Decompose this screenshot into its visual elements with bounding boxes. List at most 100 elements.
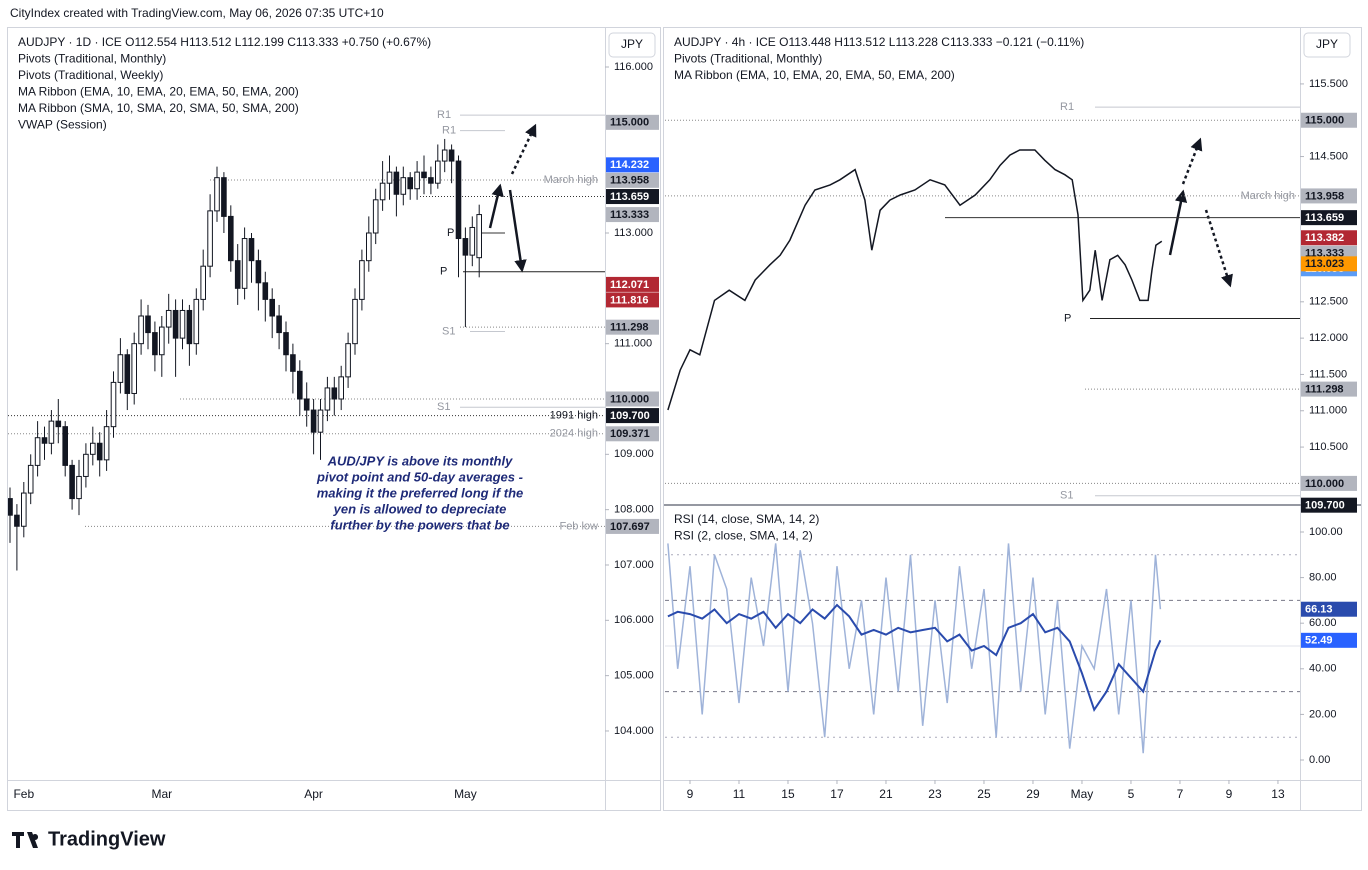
currency: JPY — [621, 37, 643, 51]
arrows — [488, 123, 1233, 288]
price-label-box — [606, 292, 659, 308]
candle-body — [159, 326, 165, 356]
price-label-box — [1301, 475, 1357, 491]
price-label-box — [1301, 230, 1357, 246]
price-label-box — [606, 276, 659, 292]
candle-body — [276, 315, 282, 334]
candle-body — [207, 210, 213, 267]
legend-item: VWAP (Session) — [18, 118, 107, 132]
candle-body — [76, 475, 82, 500]
x-tick-label: 13 — [1271, 787, 1285, 801]
candle-body — [69, 464, 75, 500]
candle-body — [441, 149, 448, 162]
candle-body — [14, 514, 20, 527]
candle-body — [290, 354, 296, 372]
price-label-box — [606, 114, 659, 130]
x-tick-label: 11 — [733, 787, 746, 801]
candle-body — [21, 492, 27, 527]
line-series — [667, 543, 1162, 754]
candle-body — [262, 282, 269, 300]
price-axis: 100.00 80.00 60.00 40.00 20.00 0.00 66.13 52.49 — [1300, 526, 1357, 766]
price-label-box — [606, 189, 659, 205]
candle-body — [214, 177, 220, 212]
x-tick-label: Mar — [151, 787, 172, 801]
candle-body — [338, 376, 344, 400]
candle-body — [310, 409, 317, 433]
y-tick-label: 105.000 — [614, 670, 654, 682]
annotation: AUD/JPY is above its monthly — [327, 453, 513, 468]
price-label-box — [606, 207, 659, 223]
arrow — [1168, 189, 1188, 256]
candle-body — [90, 442, 96, 455]
legend-item: RSI (2, close, SMA, 14, 2) — [674, 529, 813, 543]
price-label: 112.071 — [610, 279, 649, 291]
x-tick-label: 5 — [1128, 787, 1135, 801]
plot-area — [665, 106, 1300, 497]
level-label: R1 — [442, 125, 456, 137]
candle-body — [96, 442, 103, 461]
price-label: 113.659 — [1305, 212, 1344, 224]
candle-body — [186, 309, 193, 345]
legend-item: AUDJPY · 1D · ICE O112.554 H113.512 L112… — [18, 35, 431, 49]
level-label: March high — [1241, 190, 1295, 202]
y-tick-label: 113.000 — [614, 227, 653, 239]
candle-body — [228, 215, 234, 262]
candle-body — [234, 260, 241, 289]
y-tick-label: 114.500 — [1309, 150, 1348, 162]
currency: JPY — [1316, 37, 1338, 51]
price-label: 109.700 — [610, 410, 650, 422]
x-tick-label: 21 — [879, 787, 893, 801]
legend-item: Pivots (Traditional, Weekly) — [18, 68, 163, 82]
candle-body — [345, 343, 351, 378]
candle-body — [435, 160, 441, 184]
candle-body — [372, 199, 379, 234]
arrow — [510, 123, 537, 175]
price-label: 115.000 — [610, 117, 649, 129]
level-label: R1 — [437, 109, 451, 121]
candle-body — [414, 171, 420, 190]
legend-item: Pivots (Traditional, Monthly) — [18, 52, 166, 66]
level-label: P — [440, 266, 447, 278]
price-label: 113.659 — [610, 191, 649, 203]
arrow — [1181, 137, 1203, 185]
candle-body — [386, 171, 393, 184]
level-label: 2024 high — [550, 428, 598, 440]
candle-body — [297, 370, 303, 400]
candle-body — [165, 309, 172, 328]
currency-box[interactable] — [608, 32, 656, 58]
candle-body — [34, 437, 41, 466]
legend-item: RSI (14, close, SMA, 14, 2) — [674, 512, 819, 526]
level-label: P — [1064, 312, 1071, 324]
y-tick-label: 111.000 — [1309, 405, 1347, 417]
price-label: 113.958 — [1305, 190, 1344, 202]
x-tick-label: 17 — [830, 787, 844, 801]
level-label: S1 — [1060, 490, 1073, 502]
currency-box[interactable] — [1303, 32, 1351, 58]
level-label: Feb low — [559, 520, 598, 532]
candle-body — [379, 182, 386, 201]
annotation: yen is allowed to depreciate — [333, 501, 507, 516]
y-tick-label: 20.00 — [1309, 708, 1337, 720]
y-tick-label: 80.00 — [1309, 571, 1337, 583]
y-tick-label: 115.500 — [1309, 78, 1348, 90]
candle-body — [393, 171, 400, 195]
y-tick-label: 106.000 — [614, 614, 654, 626]
candle-body — [317, 409, 324, 433]
price-label: 52.49 — [1305, 635, 1333, 647]
y-tick-label: 104.000 — [614, 725, 654, 737]
footer-logo: TradingView — [48, 828, 166, 850]
price-label-box — [606, 408, 659, 424]
x-tick-label: May — [454, 787, 477, 801]
level-label: 1991 high — [550, 409, 598, 421]
price-label-box — [1301, 112, 1357, 128]
price-label: 66.13 — [1305, 604, 1333, 616]
candle-body — [124, 354, 131, 394]
candle-body — [421, 171, 427, 179]
price-label: 110.000 — [610, 393, 649, 405]
y-tick-label: 110.500 — [1309, 441, 1348, 453]
candle-body — [179, 309, 186, 339]
legend-item: MA Ribbon (EMA, 10, EMA, 20, EMA, 50, EM… — [18, 85, 299, 99]
candle-body — [462, 238, 469, 256]
